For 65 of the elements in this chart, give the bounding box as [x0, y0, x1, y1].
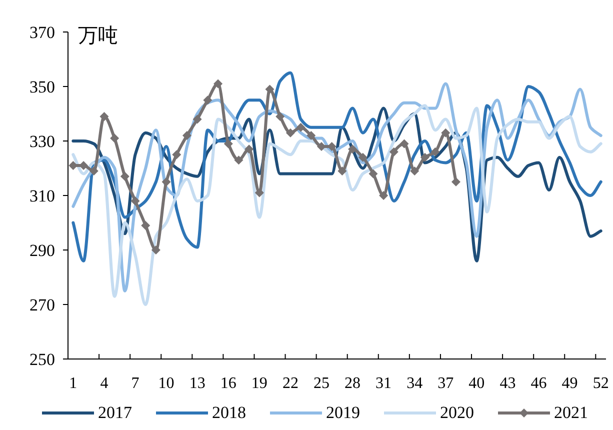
x-tick-label: 10 [158, 375, 174, 392]
point [368, 169, 378, 178]
point [410, 166, 420, 176]
x-tick-label: 16 [220, 375, 236, 392]
legend-label: 2019 [326, 403, 360, 422]
y-tick-label: 350 [30, 78, 55, 96]
point [358, 152, 368, 162]
point [192, 114, 202, 124]
point [172, 150, 182, 160]
point [306, 131, 316, 140]
point [244, 144, 254, 154]
x-tick-label: 49 [562, 375, 578, 392]
y-tick-label: 290 [30, 241, 55, 260]
x-tick-label: 31 [376, 375, 392, 392]
x-tick-label: 46 [530, 375, 547, 392]
point [379, 191, 388, 200]
point [182, 131, 192, 140]
x-tick-label: 25 [313, 375, 330, 392]
point [254, 188, 264, 198]
point [151, 246, 160, 254]
x-tick-label: 22 [282, 375, 298, 392]
point [400, 139, 409, 148]
point [451, 177, 460, 186]
point [420, 152, 430, 162]
x-tick-label: 19 [251, 375, 268, 392]
y-tick-label: 310 [30, 186, 55, 206]
point [224, 139, 233, 148]
y-tick-label: 330 [30, 132, 55, 151]
legend-label: 2020 [440, 403, 474, 422]
point [265, 84, 274, 94]
point [110, 134, 120, 143]
point [430, 147, 440, 156]
point [120, 172, 130, 181]
point [214, 79, 223, 88]
point [141, 220, 150, 230]
y-tick-label: 370 [30, 23, 55, 42]
point [348, 144, 358, 154]
y-axis-title: 万吨 [78, 25, 118, 47]
x-tick-label: 52 [592, 375, 609, 392]
x-tick-label: 13 [189, 375, 206, 392]
x-tick-label: 4 [100, 375, 108, 392]
x-tick-label: 1 [69, 375, 78, 392]
point [100, 112, 109, 121]
y-tick-label: 270 [30, 296, 55, 314]
point [296, 122, 306, 132]
point [203, 96, 212, 105]
point [286, 128, 295, 138]
x-tick-label: 34 [406, 375, 423, 392]
x-tick-label: 40 [468, 375, 485, 392]
legend-label: 2018 [212, 403, 246, 422]
point [162, 177, 171, 186]
point [441, 128, 450, 138]
legend-label: 2017 [98, 403, 132, 422]
point [276, 112, 285, 121]
y-tick-label: 250 [30, 350, 55, 369]
x-tick-label: 43 [500, 375, 516, 392]
point [130, 196, 140, 206]
point [89, 166, 98, 176]
point [389, 147, 398, 156]
point [338, 166, 347, 176]
x-tick-label: 37 [438, 375, 454, 392]
legend-label: 2021 [554, 403, 588, 422]
x-tick-label: 28 [344, 375, 361, 392]
x-tick-label: 7 [131, 375, 140, 392]
point [234, 156, 244, 165]
